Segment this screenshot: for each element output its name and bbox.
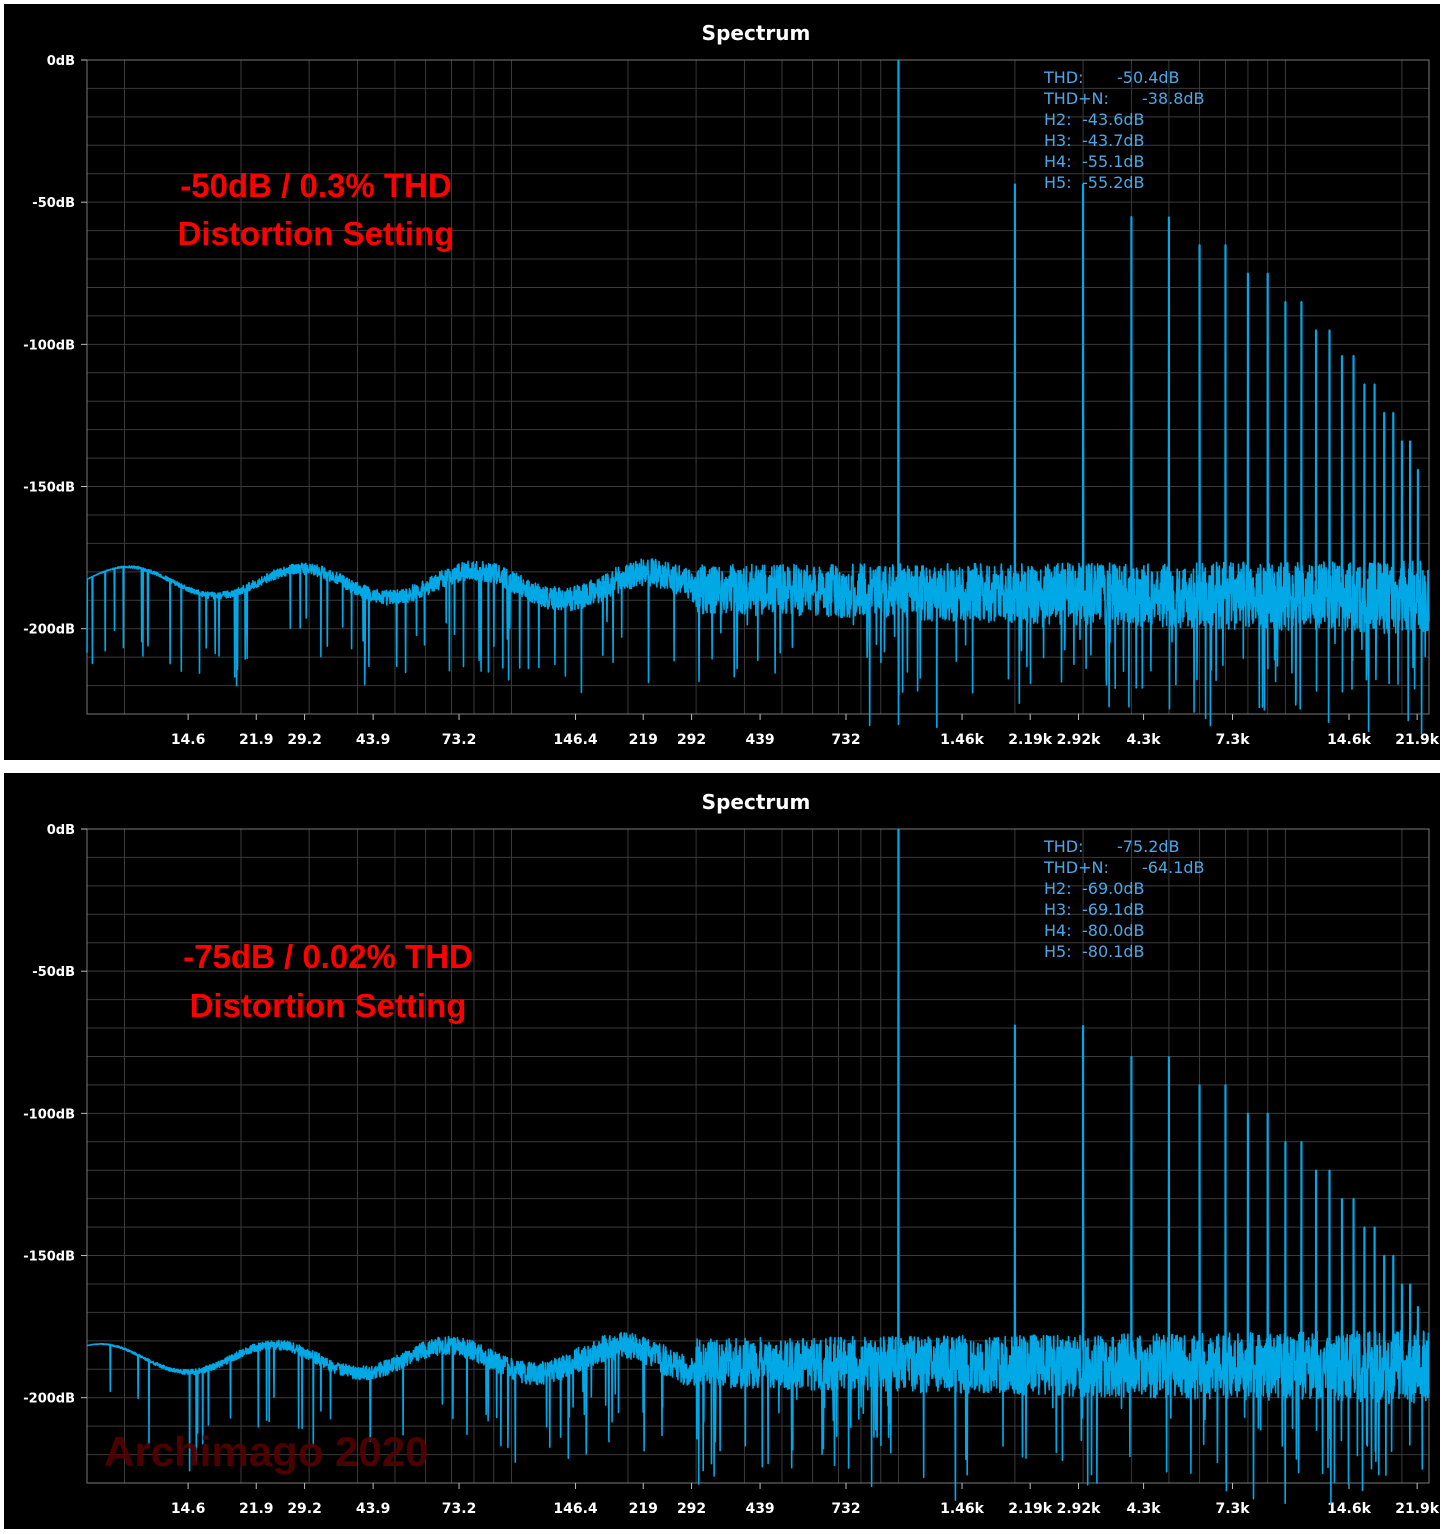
stat-label: H5:: [1044, 942, 1072, 961]
x-tick-label: 43.9: [356, 732, 391, 748]
x-tick-label: 439: [745, 732, 774, 748]
x-tick-label: 2.19k: [1008, 732, 1053, 748]
x-tick-label: 21.9k: [1395, 732, 1440, 748]
y-tick-label: -50dB: [32, 196, 75, 211]
stat-label: H4:: [1044, 152, 1072, 171]
x-tick-label: 29.2: [287, 1501, 322, 1517]
stat-label: THD+N:: [1043, 89, 1109, 108]
x-tick-label: 43.9: [356, 1501, 391, 1517]
x-tick-label: 146.4: [553, 1501, 598, 1517]
x-tick-label: 29.2: [287, 732, 322, 748]
stat-value: -64.1dB: [1142, 858, 1205, 877]
stat-value: -38.8dB: [1142, 89, 1205, 108]
stat-value: -50.4dB: [1117, 68, 1180, 87]
annotation-line-1: -75dB / 0.02% THD: [183, 938, 473, 975]
x-tick-label: 4.3k: [1127, 732, 1162, 748]
x-tick-label: 73.2: [442, 732, 477, 748]
spectrum-panel-top: Spectrum 0dB -50dB -100dB -150dB -200dB 14.6 21…: [4, 4, 1440, 760]
y-tick-label: -150dB: [23, 1250, 75, 1265]
x-tick-label: 146.4: [553, 732, 598, 748]
annotation-line-2: Distortion Setting: [178, 215, 455, 252]
x-tick-label: 439: [745, 1501, 774, 1517]
y-tick-label: -200dB: [23, 1392, 75, 1407]
y-tick-label: 0dB: [47, 54, 75, 69]
stat-value: -43.7dB: [1082, 131, 1145, 150]
x-tick-label: 14.6: [171, 1501, 206, 1517]
x-tick-label: 14.6k: [1327, 732, 1372, 748]
x-tick-label: 7.3k: [1215, 732, 1250, 748]
stat-value: -55.2dB: [1082, 173, 1145, 192]
x-tick-label: 2.92k: [1057, 1501, 1102, 1517]
x-tick-label: 732: [831, 1501, 860, 1517]
stat-label: THD+N:: [1043, 858, 1109, 877]
x-tick-label: 73.2: [442, 1501, 477, 1517]
x-tick-label: 2.19k: [1008, 1501, 1053, 1517]
annotation-line-1: -50dB / 0.3% THD: [180, 167, 451, 204]
x-tick-label: 292: [677, 732, 706, 748]
stat-value: -75.2dB: [1117, 837, 1180, 856]
x-tick-label: 21.9k: [1395, 1501, 1440, 1517]
stat-label: THD:: [1043, 68, 1084, 87]
spectrum-panel-bottom: Spectrum 0dB -50dB -100dB -150dB -200dB 14.6 21…: [4, 773, 1440, 1529]
x-tick-label: 1.46k: [940, 1501, 985, 1517]
chart-title: Spectrum: [702, 21, 811, 45]
x-tick-label: 2.92k: [1057, 732, 1102, 748]
chart-title: Spectrum: [702, 790, 811, 814]
x-tick-label: 219: [629, 732, 658, 748]
stat-value: -43.6dB: [1082, 110, 1145, 129]
y-tick-label: -100dB: [23, 338, 75, 353]
stat-value: -80.1dB: [1082, 942, 1145, 961]
stat-value: -55.1dB: [1082, 152, 1145, 171]
stat-value: -69.0dB: [1082, 879, 1145, 898]
y-tick-label: 0dB: [47, 823, 75, 838]
stat-value: -80.0dB: [1082, 921, 1145, 940]
stat-label: H2:: [1044, 110, 1072, 129]
stat-label: H4:: [1044, 921, 1072, 940]
x-tick-label: 219: [629, 1501, 658, 1517]
plot-frame: [86, 828, 1430, 1484]
x-tick-label: 732: [831, 732, 860, 748]
y-tick-label: -200dB: [23, 623, 75, 638]
x-tick-label: 21.9: [239, 1501, 274, 1517]
y-tick-label: -50dB: [32, 965, 75, 980]
x-tick-label: 1.46k: [940, 732, 985, 748]
x-tick-label: 4.3k: [1127, 1501, 1162, 1517]
spectrum-chart-bottom: Spectrum 0dB -50dB -100dB -150dB -200dB 14.6 21…: [23, 790, 1440, 1517]
x-tick-label: 14.6k: [1327, 1501, 1372, 1517]
plot-frame: [86, 59, 1430, 715]
x-tick-label: 21.9: [239, 732, 274, 748]
stat-label: THD:: [1043, 837, 1084, 856]
stat-label: H5:: [1044, 173, 1072, 192]
stat-value: -69.1dB: [1082, 900, 1145, 919]
x-tick-label: 7.3k: [1215, 1501, 1250, 1517]
spectrum-chart-top: Spectrum 0dB -50dB -100dB -150dB -200dB 14.6 21…: [23, 21, 1440, 748]
x-tick-label: 292: [677, 1501, 706, 1517]
stat-label: H3:: [1044, 900, 1072, 919]
stat-label: H2:: [1044, 879, 1072, 898]
y-tick-label: -150dB: [23, 481, 75, 496]
spectrum-trace: [86, 828, 1430, 1505]
y-tick-label: -100dB: [23, 1107, 75, 1122]
annotation-line-2: Distortion Setting: [190, 987, 467, 1024]
watermark: Archimago 2020: [104, 1428, 428, 1475]
stat-label: H3:: [1044, 131, 1072, 150]
x-tick-label: 14.6: [171, 732, 206, 748]
spectrum-trace: [86, 59, 1430, 735]
